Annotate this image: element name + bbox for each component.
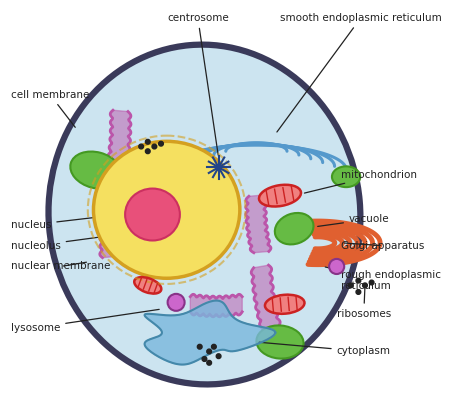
Text: mitochondrion: mitochondrion bbox=[305, 170, 417, 193]
Ellipse shape bbox=[332, 166, 360, 187]
Ellipse shape bbox=[356, 290, 361, 294]
Ellipse shape bbox=[125, 189, 180, 241]
Ellipse shape bbox=[207, 349, 211, 354]
Ellipse shape bbox=[70, 152, 122, 189]
Text: nucleus: nucleus bbox=[11, 218, 93, 230]
Text: nucleolus: nucleolus bbox=[11, 234, 124, 251]
Polygon shape bbox=[251, 265, 282, 338]
Ellipse shape bbox=[256, 326, 304, 359]
Ellipse shape bbox=[259, 185, 301, 207]
Ellipse shape bbox=[369, 280, 374, 285]
Polygon shape bbox=[95, 195, 121, 258]
Ellipse shape bbox=[275, 213, 314, 245]
Ellipse shape bbox=[216, 164, 221, 170]
Text: vacuole: vacuole bbox=[318, 214, 390, 226]
Ellipse shape bbox=[265, 295, 305, 314]
Text: centrosome: centrosome bbox=[167, 13, 229, 155]
Polygon shape bbox=[190, 294, 242, 317]
Ellipse shape bbox=[49, 45, 360, 384]
Ellipse shape bbox=[152, 144, 157, 149]
Polygon shape bbox=[145, 300, 275, 365]
Polygon shape bbox=[105, 110, 131, 178]
Text: cytoplasm: cytoplasm bbox=[259, 342, 391, 356]
Ellipse shape bbox=[167, 294, 184, 311]
Ellipse shape bbox=[134, 277, 161, 294]
Ellipse shape bbox=[158, 141, 163, 146]
Ellipse shape bbox=[145, 139, 150, 144]
Ellipse shape bbox=[207, 360, 211, 365]
Text: nuclear membrane: nuclear membrane bbox=[11, 261, 110, 271]
Text: ribosomes: ribosomes bbox=[337, 288, 391, 319]
Ellipse shape bbox=[363, 283, 368, 288]
Ellipse shape bbox=[329, 259, 344, 274]
Ellipse shape bbox=[356, 278, 361, 283]
Ellipse shape bbox=[211, 344, 216, 349]
Text: smooth endoplasmic reticulum: smooth endoplasmic reticulum bbox=[277, 13, 442, 132]
Ellipse shape bbox=[349, 283, 353, 288]
Polygon shape bbox=[245, 195, 271, 253]
Ellipse shape bbox=[145, 149, 150, 154]
Ellipse shape bbox=[94, 141, 240, 278]
Text: lysosome: lysosome bbox=[11, 309, 159, 333]
Ellipse shape bbox=[197, 344, 202, 349]
Ellipse shape bbox=[202, 357, 207, 361]
Text: cell membrane: cell membrane bbox=[11, 90, 89, 127]
Ellipse shape bbox=[216, 354, 221, 359]
Ellipse shape bbox=[139, 144, 143, 149]
Text: Golgi apparatus: Golgi apparatus bbox=[342, 241, 425, 251]
Text: rough endoplasmic
reticulum: rough endoplasmic reticulum bbox=[325, 267, 441, 291]
